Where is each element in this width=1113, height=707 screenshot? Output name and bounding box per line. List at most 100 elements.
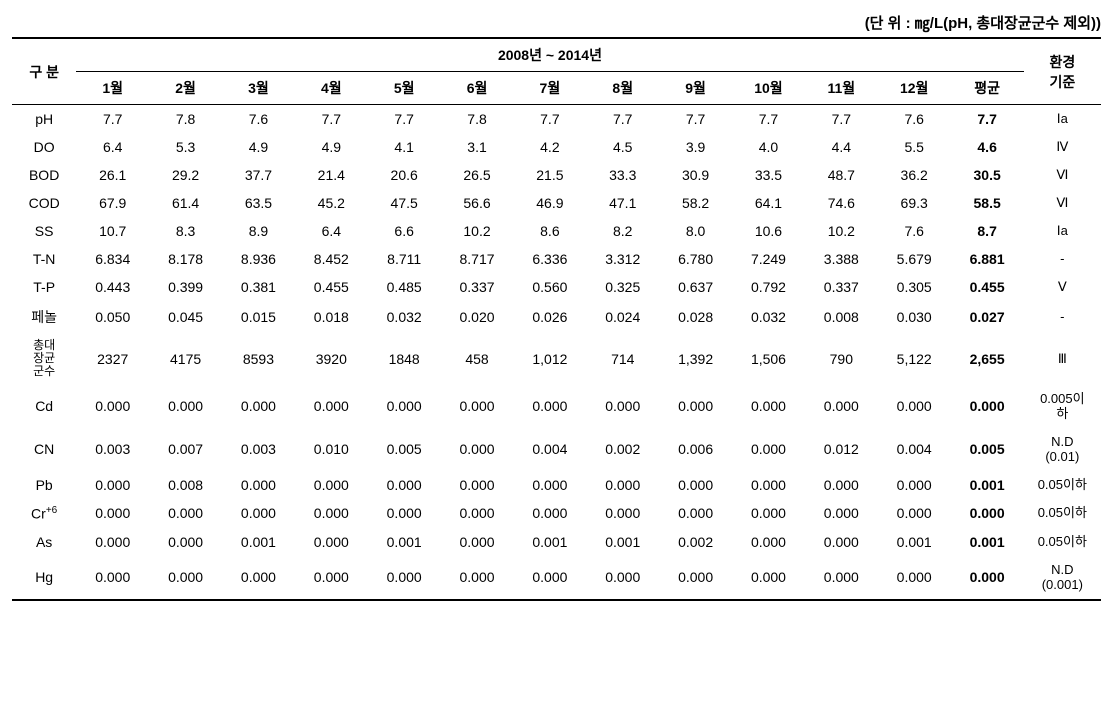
cell-value: 0.000	[513, 471, 586, 499]
table-row: Cd0.0000.0000.0000.0000.0000.0000.0000.0…	[12, 385, 1101, 428]
cell-value: 458	[441, 333, 514, 385]
row-label: BOD	[12, 161, 76, 189]
cell-value: 0.012	[805, 428, 878, 471]
cell-value: 0.004	[878, 428, 951, 471]
row-label: Hg	[12, 556, 76, 600]
cell-avg: 58.5	[951, 189, 1024, 217]
cell-value: 3.388	[805, 245, 878, 273]
cell-std: Ⅳ	[1024, 133, 1101, 161]
cell-value: 0.637	[659, 273, 732, 301]
table-row: COD67.961.463.545.247.556.646.947.158.26…	[12, 189, 1101, 217]
cell-value: 10.2	[441, 217, 514, 245]
cell-value: 0.001	[586, 528, 659, 556]
cell-value: 0.015	[222, 301, 295, 333]
cell-value: 0.000	[295, 499, 368, 528]
cell-value: 7.8	[149, 105, 222, 134]
table-row: Cr+60.0000.0000.0000.0000.0000.0000.0000…	[12, 499, 1101, 528]
table-row: 총대 장균 군수232741758593392018484581,0127141…	[12, 333, 1101, 385]
cell-value: 5,122	[878, 333, 951, 385]
table-row: SS10.78.38.96.46.610.28.68.28.010.610.27…	[12, 217, 1101, 245]
cell-avg: 6.881	[951, 245, 1024, 273]
cell-value: 0.337	[441, 273, 514, 301]
row-label: T-N	[12, 245, 76, 273]
cell-value: 7.7	[295, 105, 368, 134]
cell-value: 1,506	[732, 333, 805, 385]
cell-value: 8.936	[222, 245, 295, 273]
cell-value: 0.032	[732, 301, 805, 333]
cell-value: 47.5	[368, 189, 441, 217]
cell-value: 0.008	[805, 301, 878, 333]
table-row: DO6.45.34.94.94.13.14.24.53.94.04.45.54.…	[12, 133, 1101, 161]
cell-value: 1848	[368, 333, 441, 385]
cell-value: 0.001	[368, 528, 441, 556]
cell-value: 0.000	[805, 499, 878, 528]
cell-value: 1,012	[513, 333, 586, 385]
cell-value: 0.026	[513, 301, 586, 333]
cell-value: 0.001	[222, 528, 295, 556]
cell-value: 0.000	[76, 471, 149, 499]
col-header-month: 5월	[368, 72, 441, 105]
cell-value: 0.002	[659, 528, 732, 556]
cell-std: Ⅵ	[1024, 189, 1101, 217]
cell-value: 0.000	[441, 428, 514, 471]
table-row: T-P0.4430.3990.3810.4550.4850.3370.5600.…	[12, 273, 1101, 301]
cell-avg: 8.7	[951, 217, 1024, 245]
col-header-std: 환경 기준	[1024, 38, 1101, 105]
cell-value: 6.336	[513, 245, 586, 273]
col-header-month: 4월	[295, 72, 368, 105]
col-header-month: 10월	[732, 72, 805, 105]
cell-value: 36.2	[878, 161, 951, 189]
row-label: Cd	[12, 385, 76, 428]
cell-value: 0.020	[441, 301, 514, 333]
cell-avg: 0.005	[951, 428, 1024, 471]
table-row: pH7.77.87.67.77.77.87.77.77.77.77.77.67.…	[12, 105, 1101, 134]
cell-value: 0.000	[586, 471, 659, 499]
col-header-gubun: 구 분	[12, 38, 76, 105]
cell-value: 4175	[149, 333, 222, 385]
cell-value: 0.000	[513, 499, 586, 528]
cell-value: 8.711	[368, 245, 441, 273]
cell-std: Ⅴ	[1024, 273, 1101, 301]
cell-value: 0.000	[878, 499, 951, 528]
cell-value: 0.018	[295, 301, 368, 333]
cell-value: 0.000	[732, 428, 805, 471]
cell-value: 0.000	[441, 556, 514, 600]
cell-value: 0.000	[76, 385, 149, 428]
table-row: 페놀0.0500.0450.0150.0180.0320.0200.0260.0…	[12, 301, 1101, 333]
cell-value: 33.3	[586, 161, 659, 189]
cell-std: 0.05이하	[1024, 499, 1101, 528]
cell-std: 0.05이하	[1024, 528, 1101, 556]
cell-value: 0.560	[513, 273, 586, 301]
cell-value: 0.000	[805, 385, 878, 428]
row-label: 총대 장균 군수	[12, 333, 76, 385]
cell-value: 7.7	[659, 105, 732, 134]
cell-value: 0.007	[149, 428, 222, 471]
cell-value: 63.5	[222, 189, 295, 217]
cell-std: Ⅲ	[1024, 333, 1101, 385]
cell-value: 0.003	[76, 428, 149, 471]
cell-avg: 0.027	[951, 301, 1024, 333]
cell-value: 4.1	[368, 133, 441, 161]
cell-value: 56.6	[441, 189, 514, 217]
cell-value: 3920	[295, 333, 368, 385]
cell-value: 0.000	[732, 385, 805, 428]
cell-value: 29.2	[149, 161, 222, 189]
unit-note: (단 위 : ㎎/L(pH, 총대장균군수 제외))	[12, 12, 1101, 37]
cell-value: 0.000	[513, 385, 586, 428]
cell-value: 0.000	[295, 556, 368, 600]
cell-value: 0.443	[76, 273, 149, 301]
cell-value: 3.312	[586, 245, 659, 273]
cell-value: 0.000	[659, 499, 732, 528]
cell-std: Ⅰa	[1024, 217, 1101, 245]
cell-value: 7.7	[76, 105, 149, 134]
table-row: As0.0000.0000.0010.0000.0010.0000.0010.0…	[12, 528, 1101, 556]
cell-value: 7.6	[222, 105, 295, 134]
cell-value: 8.3	[149, 217, 222, 245]
cell-value: 58.2	[659, 189, 732, 217]
cell-std: 0.005이 하	[1024, 385, 1101, 428]
cell-std: Ⅵ	[1024, 161, 1101, 189]
cell-value: 0.000	[222, 556, 295, 600]
cell-value: 0.000	[222, 499, 295, 528]
cell-value: 45.2	[295, 189, 368, 217]
cell-value: 69.3	[878, 189, 951, 217]
